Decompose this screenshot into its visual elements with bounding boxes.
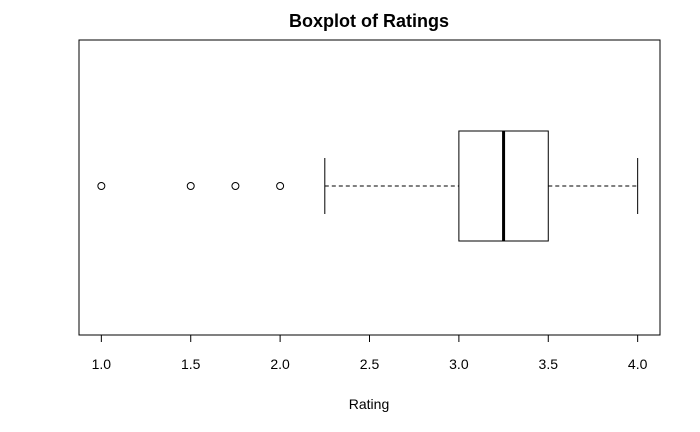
box-group (324, 130, 639, 242)
x-tick-label: 4.0 (628, 356, 648, 372)
outlier-point (276, 182, 285, 190)
outlier-point (97, 182, 106, 190)
x-tick-label: 2.0 (270, 356, 290, 372)
x-tick-label: 2.5 (360, 356, 380, 372)
x-tick-label: 3.5 (539, 356, 559, 372)
x-axis: 1.0 1.5 2.0 2.5 3.0 3.5 4.0 (92, 334, 648, 372)
outlier-point (231, 182, 240, 190)
plot-frame (78, 39, 661, 336)
chart-title: Boxplot of Ratings (289, 11, 449, 31)
x-axis-label: Rating (349, 396, 389, 412)
x-tick-label: 1.0 (92, 356, 112, 372)
outlier-point (186, 182, 195, 190)
x-tick-label: 3.0 (449, 356, 469, 372)
x-tick-label: 1.5 (181, 356, 201, 372)
outliers (97, 182, 285, 190)
